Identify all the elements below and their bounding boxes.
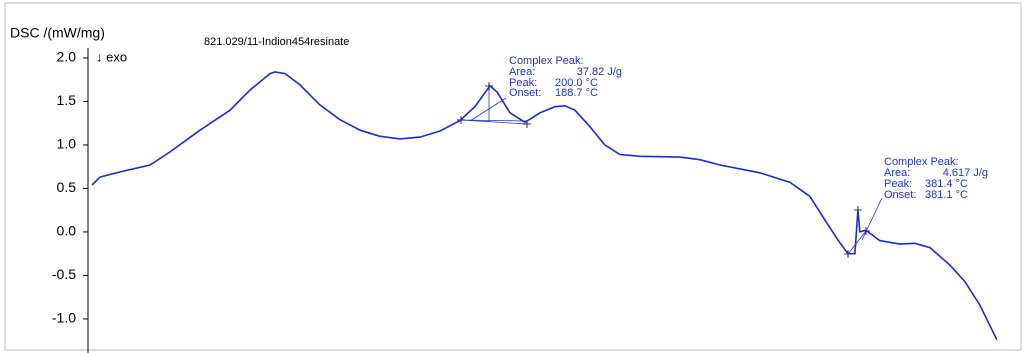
y-tick-label: -0.5 <box>52 266 76 282</box>
ann-peak: 381.4 °C <box>925 178 968 190</box>
leader <box>469 97 507 122</box>
ann-area-label: Area: <box>884 167 910 179</box>
direction-label: ↓ exo <box>96 49 127 64</box>
y-tick-label: 0.5 <box>57 179 77 195</box>
annotation: Complex Peak: Area: 37.82 J/g Peak: 200.… <box>509 55 622 99</box>
y-axis-label: DSC /(mW/mg) <box>10 25 105 41</box>
ann-peak: 200.0 °C <box>555 77 598 89</box>
y-tick-label: -1.0 <box>52 310 76 326</box>
data-line <box>91 71 998 341</box>
y-tick-label: 2.0 <box>57 49 77 65</box>
baseline <box>460 119 528 125</box>
sample-name: 821.029/11-Indion454resinate <box>204 36 349 48</box>
ann-peak-label: Peak: <box>509 77 537 89</box>
ann-area-label: Area: <box>509 66 535 78</box>
ann-onset-label: Onset: <box>884 189 916 201</box>
ann-onset: 188.7 °C <box>555 87 598 99</box>
ann-title: Complex Peak: <box>509 55 584 67</box>
baseline <box>847 230 867 255</box>
ann-onset-label: Onset: <box>509 87 541 99</box>
ann-area: 4.617 J/g <box>943 167 988 179</box>
annotation-lines <box>844 197 883 258</box>
leader <box>861 197 883 241</box>
y-tick-label: 1.0 <box>57 136 77 152</box>
ann-area: 37.82 J/g <box>577 66 622 78</box>
ann-title: Complex Peak: <box>884 156 959 168</box>
ann-onset: 381.1 °C <box>925 189 968 201</box>
annotation: Complex Peak: Area: 4.617 J/g Peak: 381.… <box>884 156 988 201</box>
y-tick-label: 0.0 <box>57 223 77 239</box>
y-tick-label: 1.5 <box>57 92 77 108</box>
frame <box>4 2 1022 351</box>
ann-peak-label: Peak: <box>884 178 912 190</box>
